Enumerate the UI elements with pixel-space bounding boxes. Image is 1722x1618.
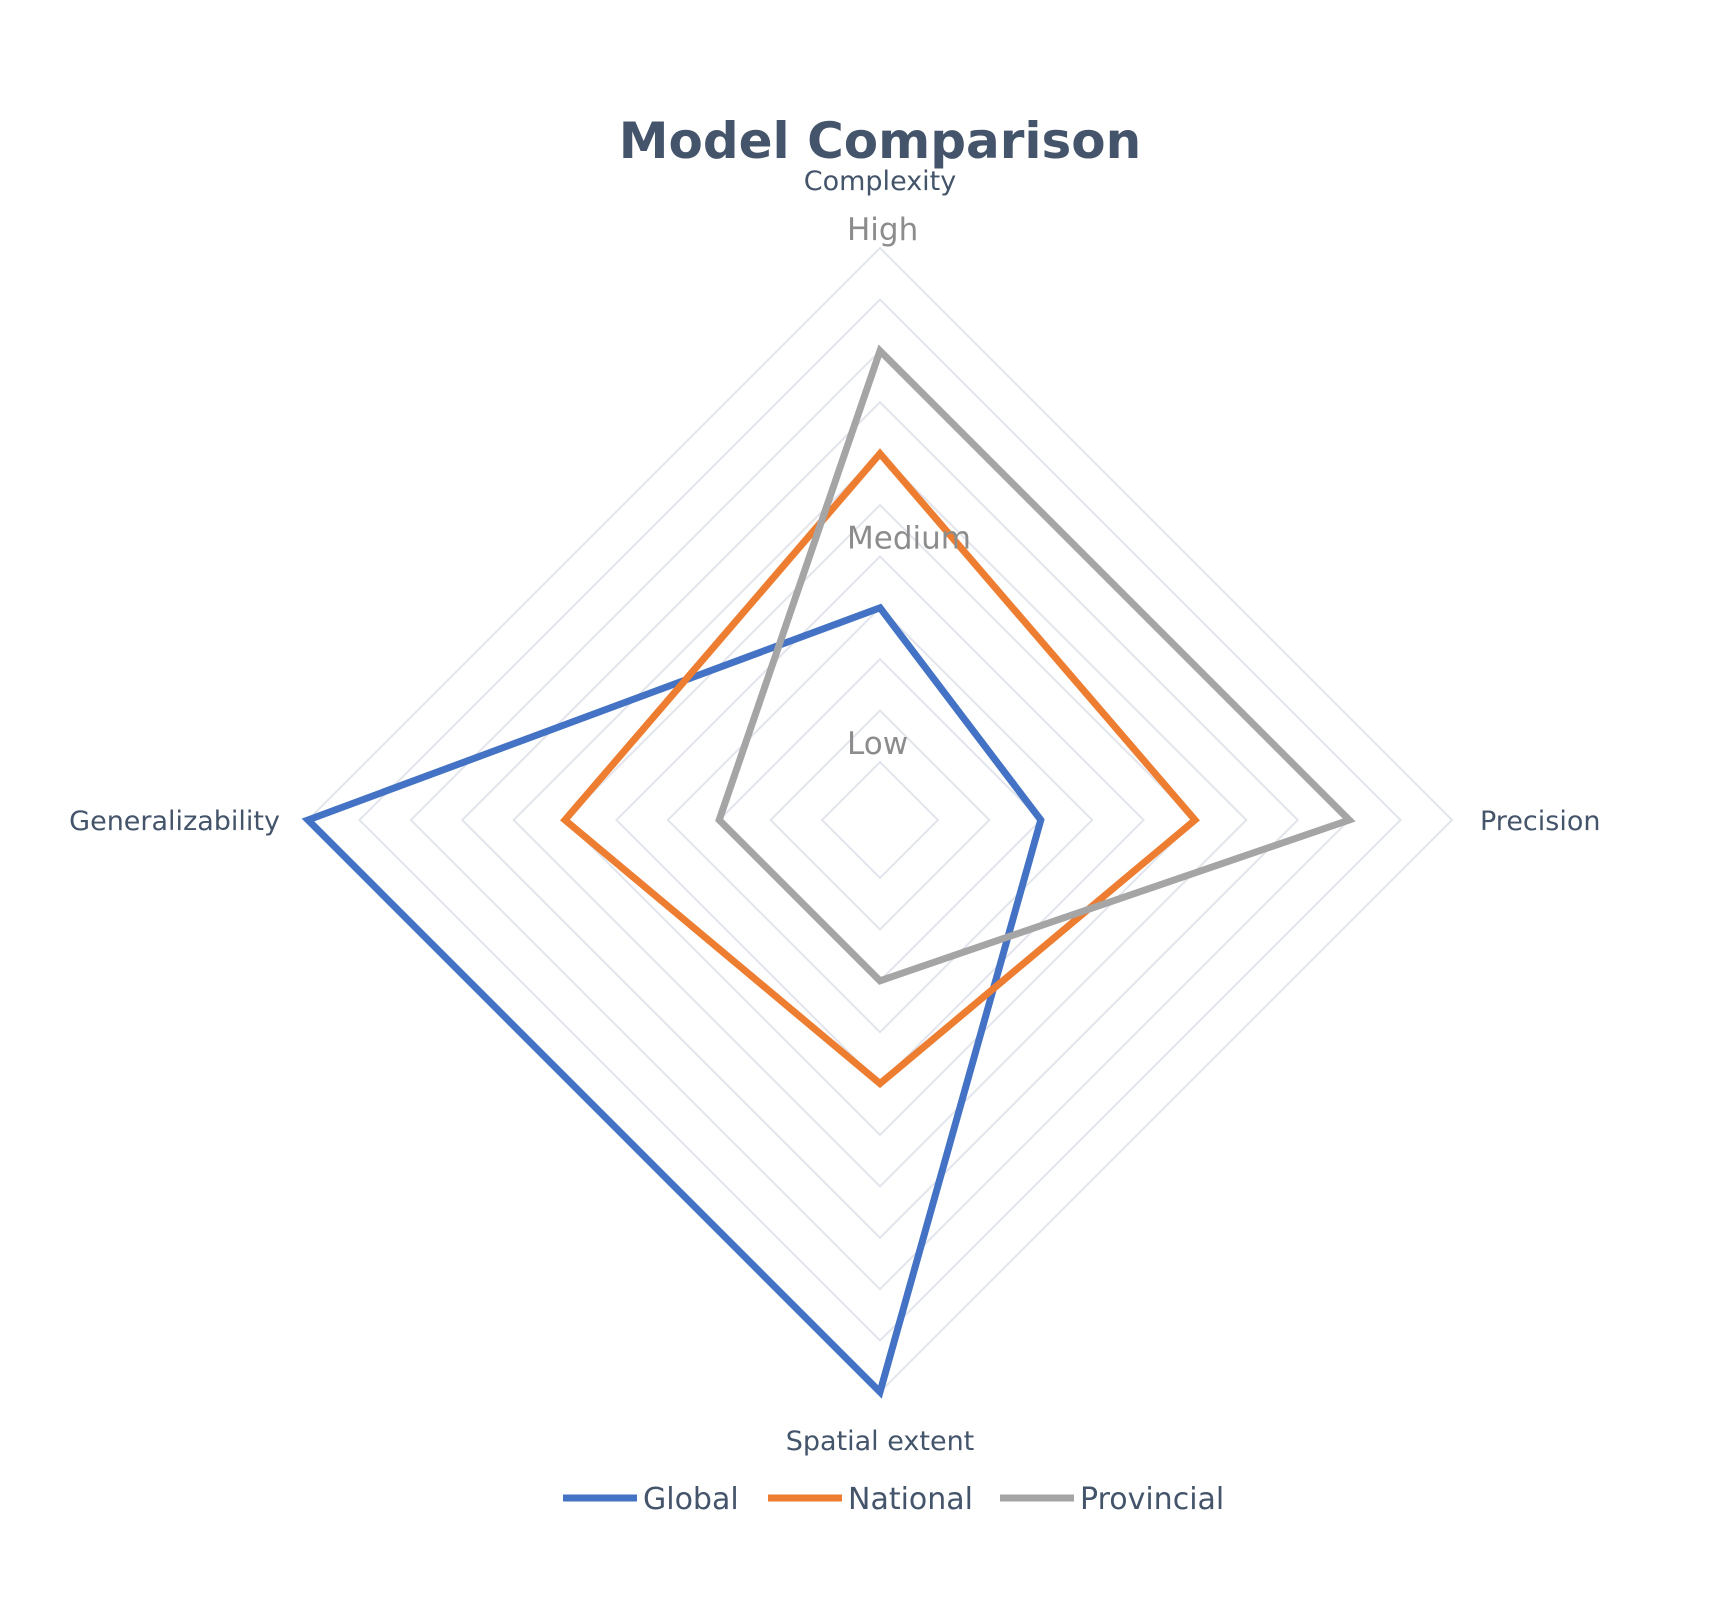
grid-ring [460,400,1300,1240]
axis-label-precision: Precision [1480,806,1600,837]
chart-title: Model Comparison [619,112,1142,170]
legend-label: Provincial [1080,1482,1224,1517]
axis-label-complexity: Complexity [804,166,957,197]
scale-label-medium: Medium [847,520,971,556]
axis-label-spatial-extent: Spatial extent [786,1426,975,1457]
chart-legend: Global National Provincial [563,1482,1224,1517]
grid-ring [666,606,1094,1034]
radar-grid [306,246,1454,1394]
series-line-national [560,448,1200,1089]
axis-label-generalizability: Generalizability [69,806,280,837]
legend-item-global: Global [563,1482,739,1517]
grid-ring [614,554,1146,1086]
series-line-provincial [715,344,1356,985]
series-line-global [301,603,1045,1399]
grid-ring [357,297,1403,1343]
legend-item-provincial: Provincial [1000,1482,1224,1517]
grid-ring [409,349,1351,1291]
legend-label: Global [643,1482,739,1517]
radar-axis-labels: Complexity Precision Spatial extent General… [69,166,1600,1457]
grid-ring [563,503,1197,1137]
legend-item-national: National [768,1482,973,1517]
grid-ring [512,452,1248,1188]
radar-scale-labels: Low Medium High [847,212,971,762]
scale-label-low: Low [847,726,908,762]
legend-label: National [848,1482,973,1517]
scale-label-high: High [847,212,918,248]
radar-series [301,344,1356,1399]
grid-ring [820,760,940,880]
grid-ring [717,657,1043,983]
grid-ring [769,709,991,931]
grid-ring [306,246,1454,1394]
